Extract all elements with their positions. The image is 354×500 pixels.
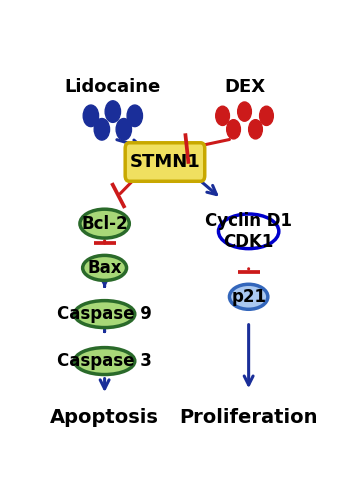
Circle shape (238, 102, 251, 121)
Text: Bcl-2: Bcl-2 (81, 214, 128, 232)
Circle shape (127, 105, 142, 126)
Text: Bax: Bax (87, 259, 122, 277)
Circle shape (216, 106, 229, 126)
Text: STMN1: STMN1 (130, 153, 200, 171)
Circle shape (116, 118, 131, 140)
Circle shape (227, 120, 240, 139)
Circle shape (94, 118, 109, 140)
Circle shape (83, 105, 98, 126)
Ellipse shape (80, 209, 129, 238)
Ellipse shape (218, 214, 279, 248)
Circle shape (249, 120, 262, 139)
Circle shape (105, 101, 120, 122)
Ellipse shape (74, 300, 135, 328)
Text: Apoptosis: Apoptosis (50, 408, 159, 427)
Text: p21: p21 (231, 288, 266, 306)
Text: Proliferation: Proliferation (179, 408, 318, 427)
Ellipse shape (74, 348, 135, 374)
FancyBboxPatch shape (125, 143, 205, 182)
Text: Caspase 9: Caspase 9 (57, 305, 152, 323)
Text: Lidocaine: Lidocaine (65, 78, 161, 96)
Ellipse shape (82, 256, 127, 280)
Text: Cyclin D1
CDK1: Cyclin D1 CDK1 (205, 212, 292, 250)
Circle shape (259, 106, 273, 126)
Text: DEX: DEX (224, 78, 265, 96)
Text: Caspase 3: Caspase 3 (57, 352, 152, 370)
Ellipse shape (229, 284, 268, 310)
